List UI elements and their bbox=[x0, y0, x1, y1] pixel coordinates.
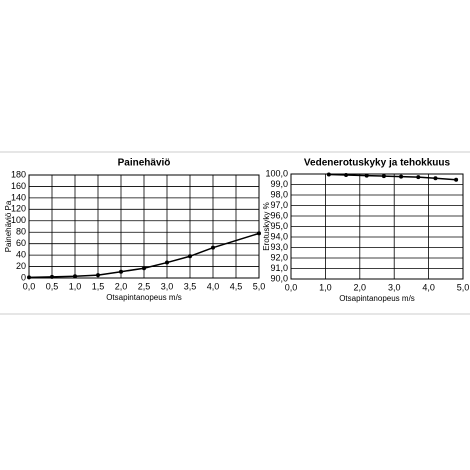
x-tick-label: 4,0 bbox=[422, 282, 435, 292]
x-tick-label: 2,0 bbox=[354, 282, 367, 292]
y-axis-label: Painehäviö Pa bbox=[4, 200, 13, 252]
x-tick-label: 2,5 bbox=[138, 281, 151, 291]
x-tick-label: 1,5 bbox=[92, 281, 105, 291]
data-line bbox=[28, 232, 260, 279]
data-point bbox=[257, 231, 261, 236]
y-tick-label: 96,0 bbox=[270, 210, 288, 220]
data-point bbox=[165, 260, 169, 265]
y-tick-label: 40 bbox=[16, 249, 26, 259]
x-axis-label: Otsapintanopeus m/s bbox=[339, 294, 415, 303]
x-tick-label: 0,0 bbox=[285, 282, 298, 292]
data-point bbox=[344, 173, 349, 178]
plot-frame bbox=[290, 173, 464, 280]
data-point bbox=[27, 275, 31, 280]
x-tick-label: 3,5 bbox=[184, 281, 197, 291]
data-point bbox=[50, 274, 54, 279]
y-tick-label: 95,0 bbox=[270, 221, 288, 231]
x-tick-label: 0,0 bbox=[23, 281, 36, 291]
y-tick-label: 92,0 bbox=[270, 252, 288, 262]
y-tick-label: 160 bbox=[11, 181, 26, 191]
data-point bbox=[454, 177, 459, 182]
y-tick-label: 100 bbox=[11, 215, 26, 225]
data-point bbox=[416, 175, 421, 180]
y-tick-label: 140 bbox=[11, 192, 26, 202]
x-tick-label: 1,0 bbox=[319, 282, 332, 292]
y-tick-label: 90,0 bbox=[270, 273, 288, 283]
plot-frame bbox=[28, 174, 260, 279]
data-point bbox=[381, 174, 386, 179]
y-tick-label: 98,0 bbox=[270, 189, 288, 199]
y-tick-label: 80 bbox=[16, 227, 26, 237]
data-point bbox=[188, 254, 192, 259]
data-point bbox=[96, 273, 100, 278]
chart-title: Painehäviö bbox=[118, 158, 171, 169]
x-tick-label: 3,0 bbox=[161, 281, 174, 291]
y-axis-label: Erotuskyky % bbox=[262, 202, 271, 250]
y-tick-label: 120 bbox=[11, 204, 26, 214]
data-point bbox=[73, 274, 77, 279]
y-tick-label: 97,0 bbox=[270, 200, 288, 210]
x-tick-label: 5,0 bbox=[457, 282, 470, 292]
y-tick-label: 0 bbox=[21, 272, 26, 282]
x-tick-label: 3,0 bbox=[388, 282, 401, 292]
y-tick-label: 180 bbox=[11, 169, 26, 179]
y-tick-label: 99,0 bbox=[270, 179, 288, 189]
y-tick-label: 94,0 bbox=[270, 231, 288, 241]
data-point bbox=[211, 245, 215, 250]
x-tick-label: 4,0 bbox=[207, 281, 220, 291]
y-tick-label: 60 bbox=[16, 238, 26, 248]
data-point bbox=[399, 174, 404, 179]
chart-title: Vedenerotuskyky ja tehokkuus bbox=[304, 158, 451, 169]
data-line bbox=[328, 173, 457, 181]
x-tick-label: 4,5 bbox=[230, 281, 243, 291]
data-point bbox=[142, 266, 146, 271]
y-tick-label: 20 bbox=[16, 261, 26, 271]
x-tick-label: 5,0 bbox=[253, 281, 266, 291]
data-point bbox=[326, 172, 331, 177]
data-point bbox=[364, 173, 369, 178]
x-axis-label: Otsapintanopeus m/s bbox=[106, 293, 182, 302]
x-tick-label: 0,5 bbox=[46, 281, 59, 291]
data-point bbox=[119, 269, 123, 274]
data-point bbox=[433, 176, 438, 181]
y-tick-label: 91,0 bbox=[270, 263, 288, 273]
x-tick-label: 2,0 bbox=[115, 281, 128, 291]
x-tick-label: 1,0 bbox=[69, 281, 82, 291]
y-tick-label: 93,0 bbox=[270, 242, 288, 252]
y-tick-label: 100,0 bbox=[265, 168, 288, 178]
